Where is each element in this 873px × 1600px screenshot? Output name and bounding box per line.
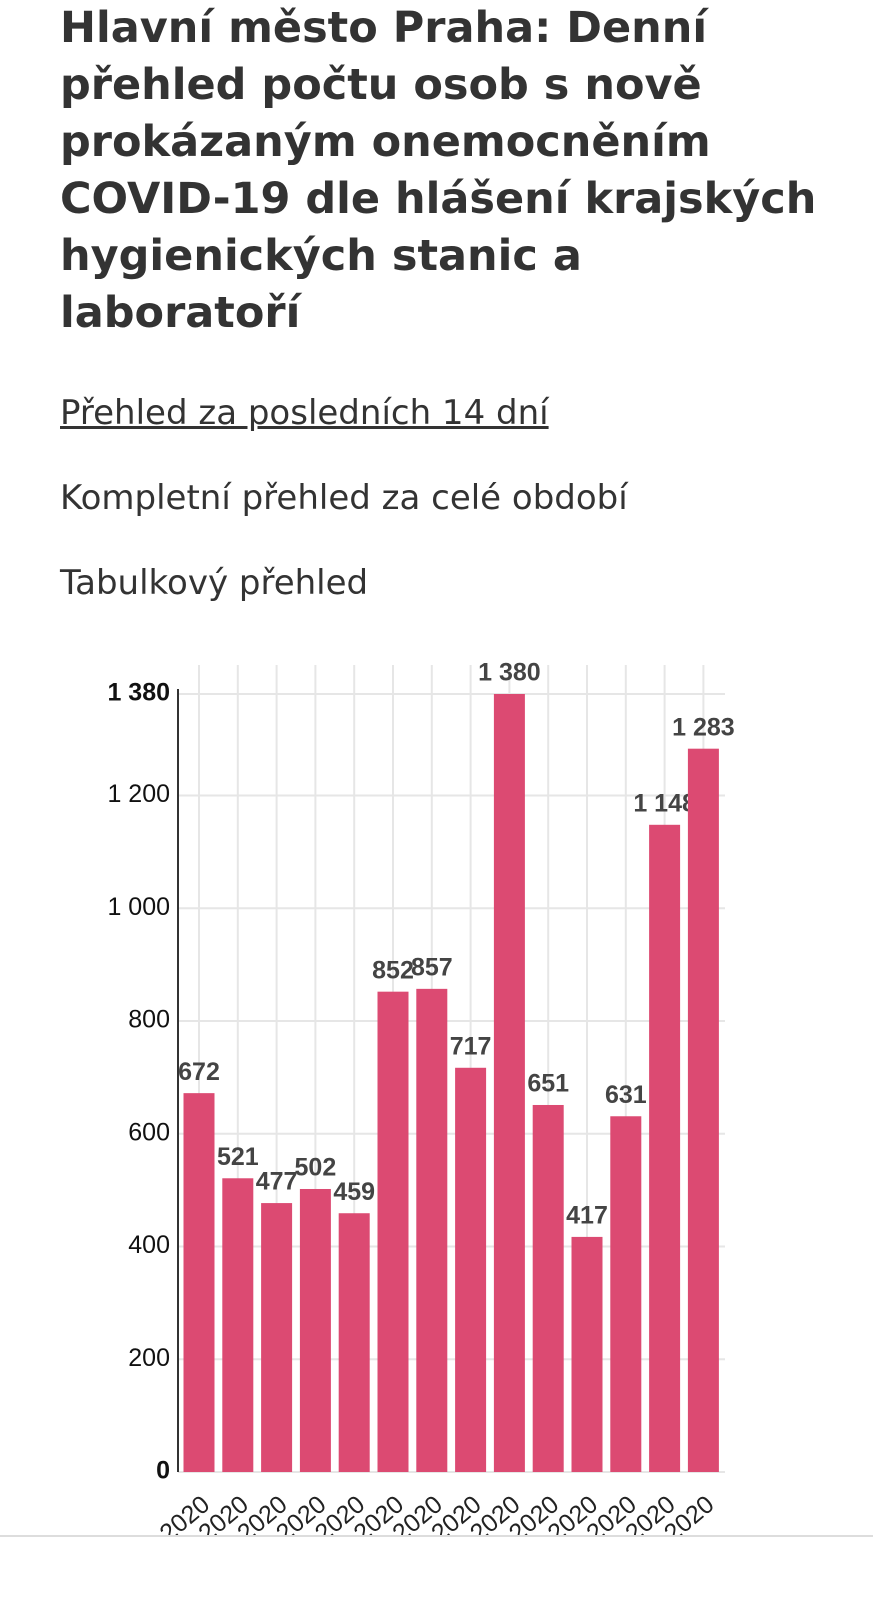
value-label: 459: [333, 1178, 375, 1206]
y-tick-label: 0: [156, 1457, 170, 1485]
y-tick-label: 200: [128, 1344, 170, 1372]
y-tick-label: 1 000: [107, 893, 170, 921]
page-title: Hlavní město Praha: Denní přehled počtu …: [60, 3, 817, 338]
bar: [532, 1104, 564, 1472]
value-label: 672: [178, 1058, 220, 1086]
nav-link[interactable]: Přehled za posledních 14 dní: [60, 393, 549, 433]
bar: [610, 1116, 642, 1472]
y-tick-label: 1 380: [107, 679, 170, 707]
value-label: 1 283: [672, 713, 735, 741]
value-label: 852: [372, 956, 414, 984]
value-label: 1 380: [478, 659, 541, 687]
bar: [299, 1188, 331, 1472]
bar: [649, 824, 681, 1472]
bar: [687, 748, 719, 1472]
bar: [377, 991, 409, 1472]
y-tick-label: 600: [128, 1118, 170, 1146]
bar: [416, 988, 448, 1472]
value-label: 857: [411, 953, 453, 981]
bar: [338, 1213, 370, 1472]
value-label: 521: [217, 1143, 259, 1171]
value-label: 717: [450, 1032, 492, 1060]
nav-link[interactable]: Kompletní přehled za celé období: [60, 478, 628, 518]
y-tick-label: 400: [128, 1231, 170, 1259]
value-label: 1 148: [633, 789, 696, 817]
separator: [0, 1535, 873, 1537]
value-label: 651: [527, 1070, 569, 1098]
bar: [571, 1236, 603, 1472]
bar: [261, 1203, 293, 1472]
y-tick-label: 1 200: [107, 780, 170, 808]
value-label: 502: [295, 1154, 337, 1182]
value-label: 417: [566, 1202, 608, 1230]
bar: [183, 1093, 215, 1472]
nav-link[interactable]: Tabulkový přehled: [60, 563, 369, 603]
bar: [455, 1067, 487, 1472]
value-label: 477: [256, 1168, 298, 1196]
bar: [222, 1178, 254, 1472]
value-label: 631: [605, 1081, 647, 1109]
y-tick-label: 800: [128, 1006, 170, 1034]
bar: [493, 694, 525, 1472]
